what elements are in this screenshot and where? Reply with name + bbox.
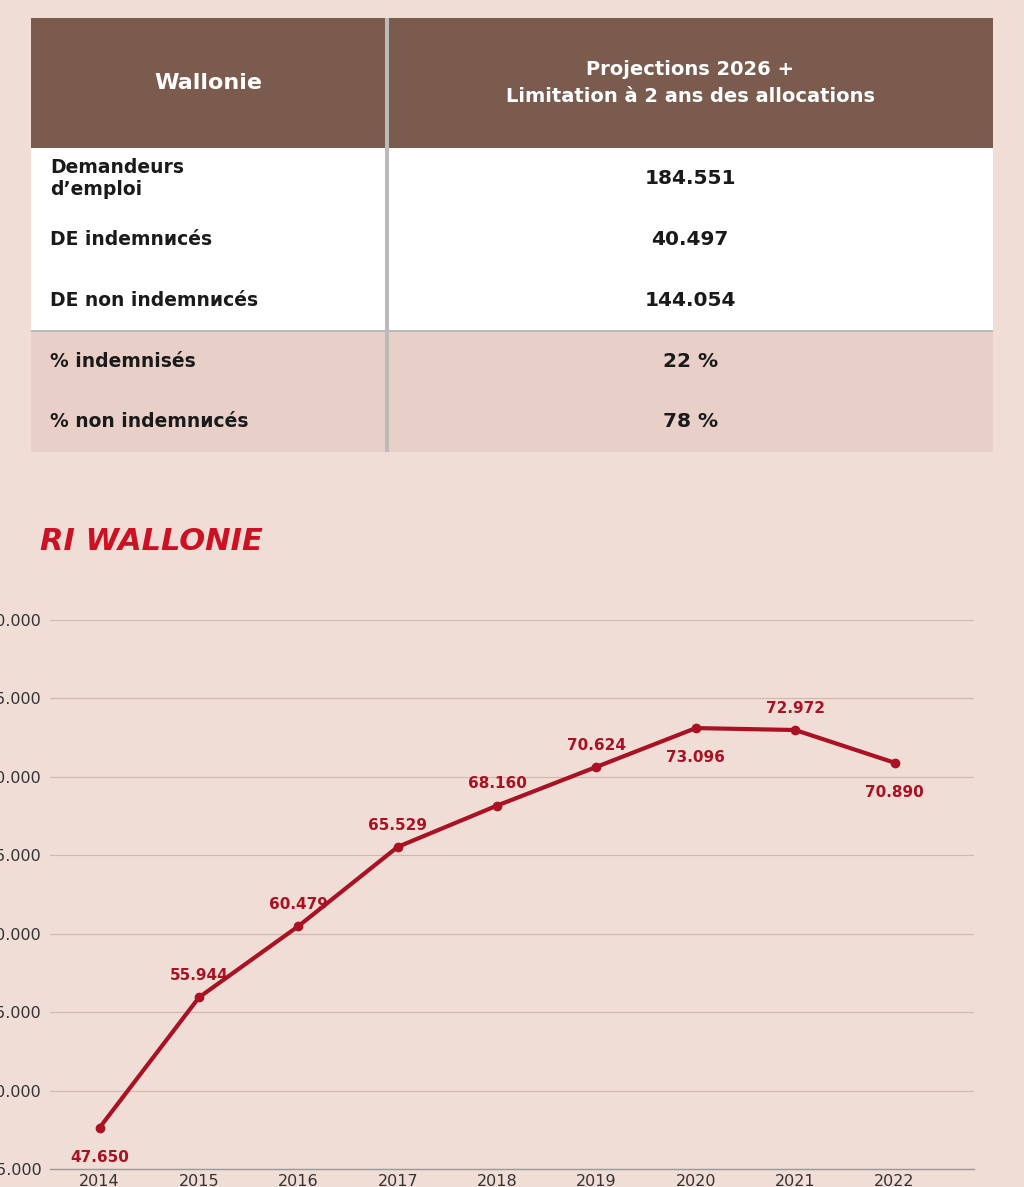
Bar <box>31 331 993 452</box>
Text: 184.551: 184.551 <box>644 169 736 188</box>
Bar <box>31 330 993 331</box>
Text: DE non indemnисés: DE non indemnисés <box>50 291 258 310</box>
Text: 144.054: 144.054 <box>644 291 736 310</box>
Text: RI WALLONIE: RI WALLONIE <box>40 527 263 556</box>
Text: % indemnisés: % indemnisés <box>50 351 196 370</box>
Text: % non indemnисés: % non indemnисés <box>50 412 249 431</box>
Text: Projections 2026 +
Limitation à 2 ans des allocations: Projections 2026 + Limitation à 2 ans de… <box>506 61 874 106</box>
Bar <box>31 148 993 331</box>
Text: DE indemnисés: DE indemnисés <box>50 230 212 249</box>
Text: 78 %: 78 % <box>663 412 718 431</box>
Text: Wallonie: Wallonie <box>155 72 263 93</box>
Bar <box>385 18 389 452</box>
Bar <box>31 18 993 148</box>
Text: 40.497: 40.497 <box>651 230 729 249</box>
Text: Demandeurs
d’emploi: Demandeurs d’emploi <box>50 158 184 199</box>
Text: 22 %: 22 % <box>663 351 718 370</box>
